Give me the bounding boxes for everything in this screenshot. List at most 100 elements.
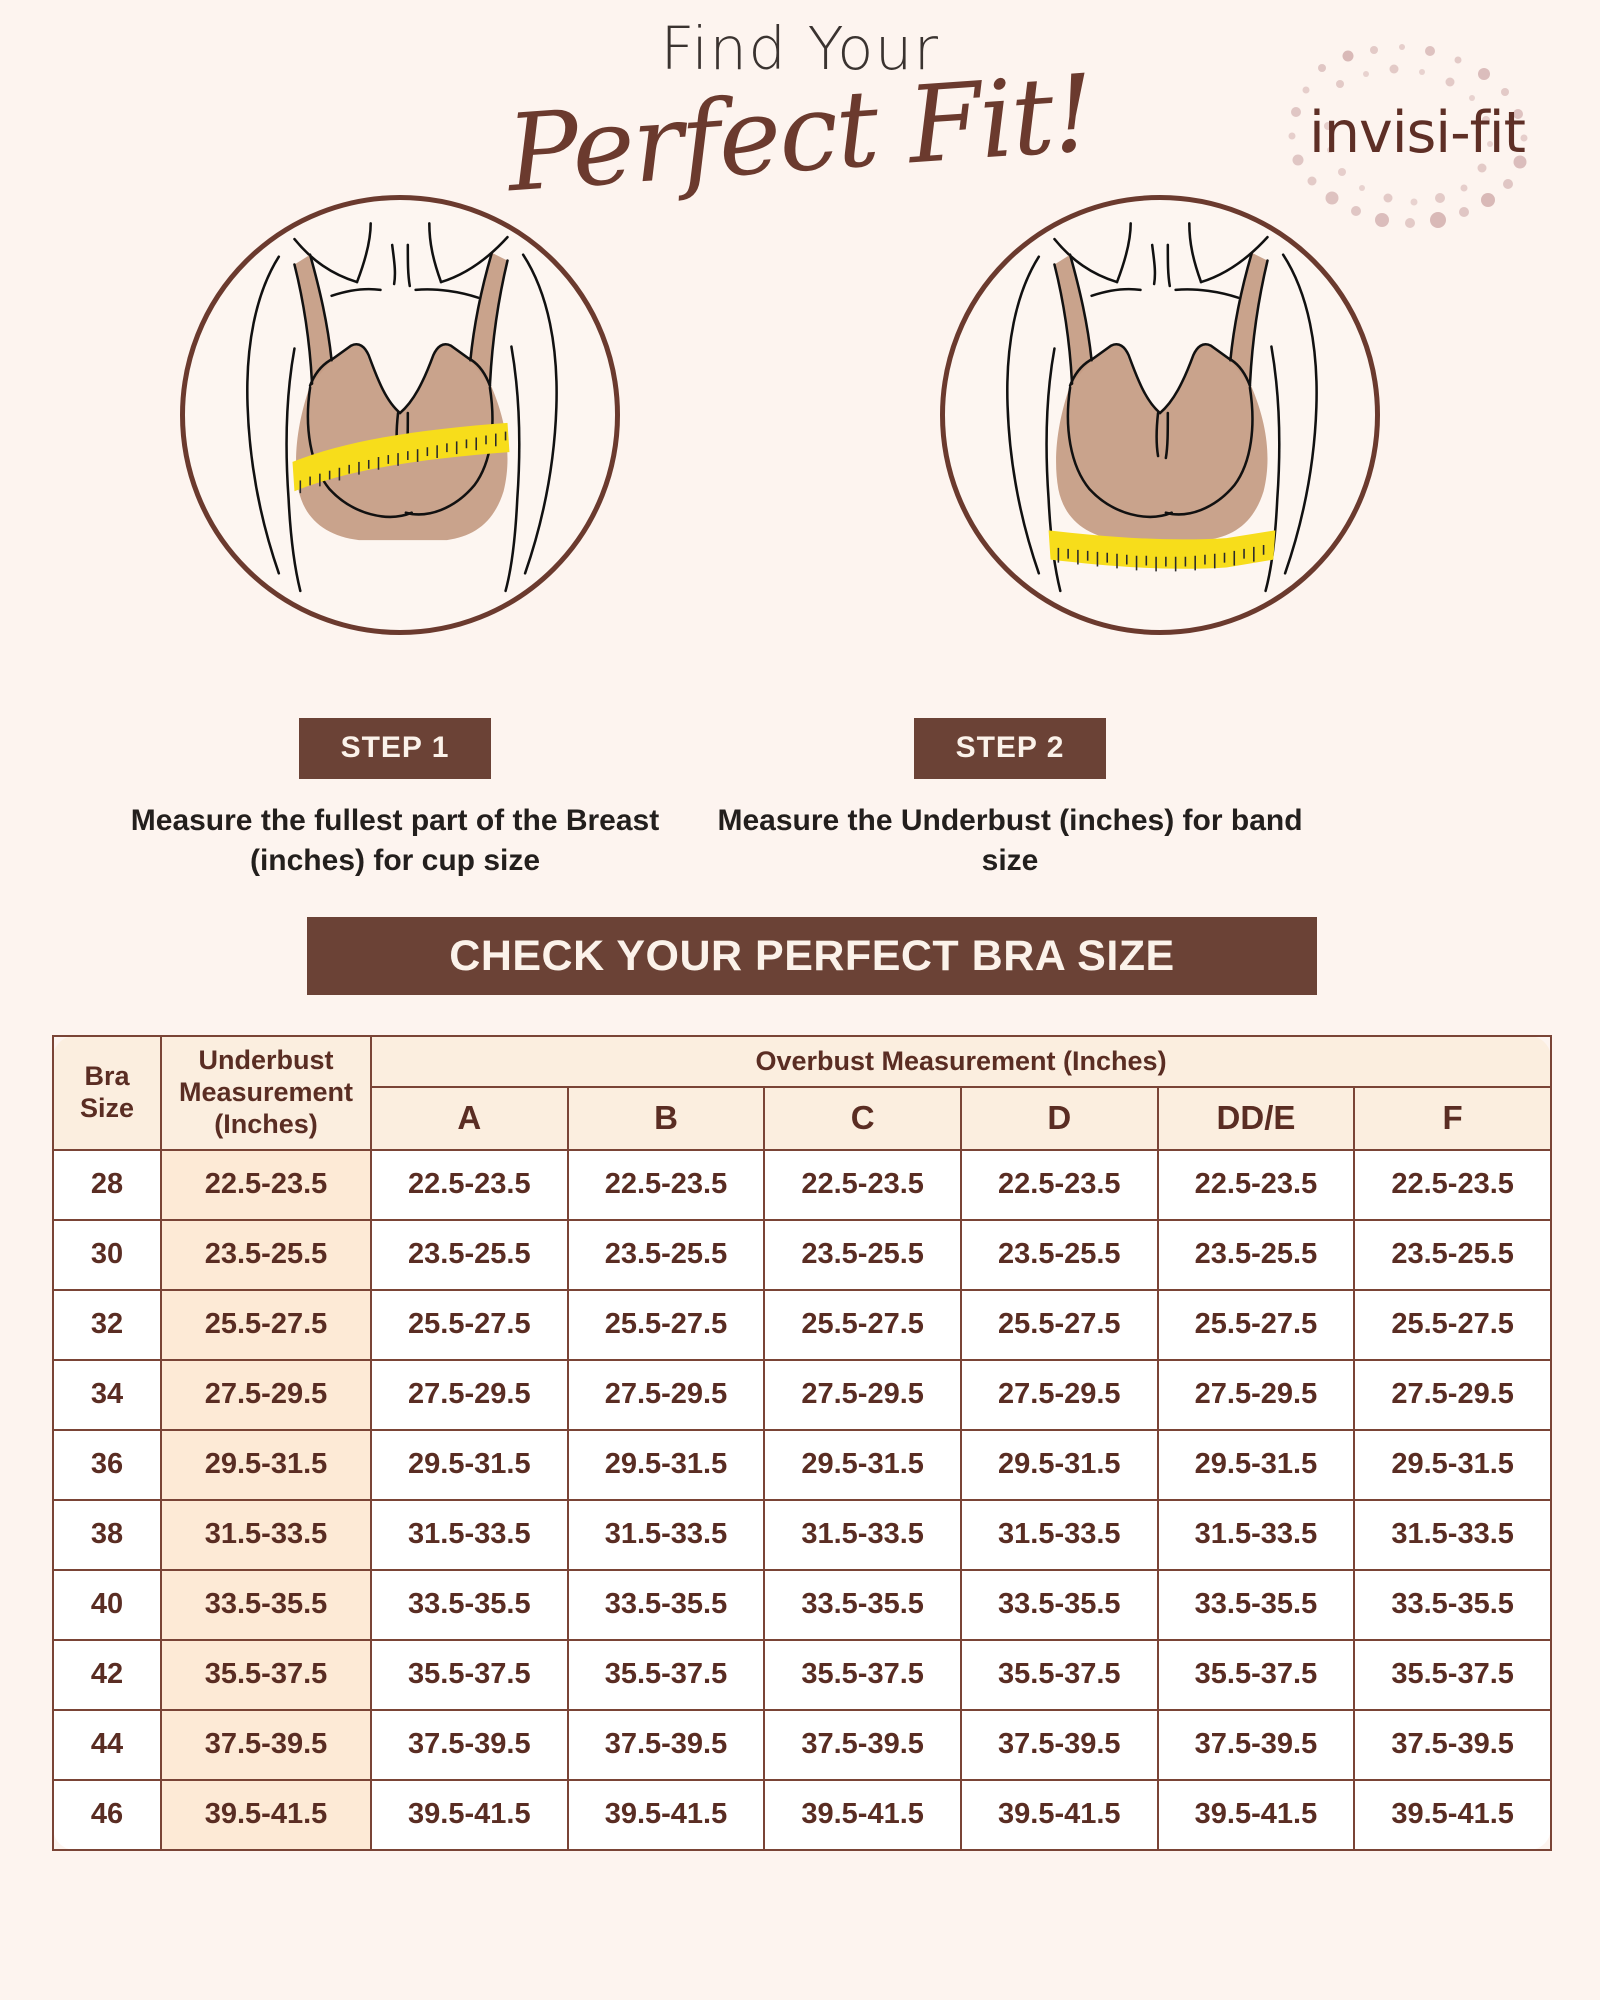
cell-cup-f: 39.5-41.5 <box>1353 1778 1552 1851</box>
cell-cup-f: 27.5-29.5 <box>1353 1358 1552 1431</box>
step-2-badge: STEP 2 <box>913 718 1107 779</box>
cell-underbust: 35.5-37.5 <box>160 1638 372 1711</box>
cell-cup-d: 29.5-31.5 <box>959 1428 1159 1501</box>
cell-cup-dd-e: 39.5-41.5 <box>1156 1778 1356 1851</box>
table-header-row-2: A B C D DD/E F <box>53 1086 1552 1151</box>
cell-cup-a: 25.5-27.5 <box>370 1288 569 1361</box>
cell-cup-d: 33.5-35.5 <box>959 1568 1159 1641</box>
illustration-row <box>0 185 1600 660</box>
cell-cup-c: 33.5-35.5 <box>763 1568 962 1641</box>
cell-underbust: 37.5-39.5 <box>160 1708 372 1781</box>
table-row: 44 37.5-39.5 37.5-39.5 37.5-39.5 37.5-39.5 37… <box>52 1708 1552 1781</box>
cell-cup-f: 29.5-31.5 <box>1353 1428 1552 1501</box>
cell-cup-a: 23.5-25.5 <box>370 1218 569 1291</box>
cell-bra-size: 38 <box>52 1498 162 1571</box>
cell-underbust: 22.5-23.5 <box>160 1148 372 1221</box>
table-row: 40 33.5-35.5 33.5-35.5 33.5-35.5 33.5-35.5 33… <box>52 1568 1552 1641</box>
cell-bra-size: 42 <box>52 1638 162 1711</box>
logo-wordmark: invisi-fit <box>1309 100 1526 166</box>
cell-cup-d: 37.5-39.5 <box>959 1708 1159 1781</box>
cell-cup-dd-e: 33.5-35.5 <box>1156 1568 1356 1641</box>
cell-cup-b: 25.5-27.5 <box>566 1288 766 1361</box>
cell-cup-d: 27.5-29.5 <box>959 1358 1159 1431</box>
measuring-tape-underbust <box>1048 530 1276 572</box>
cell-underbust: 27.5-29.5 <box>160 1358 372 1431</box>
cell-cup-dd-e: 35.5-37.5 <box>1156 1638 1356 1711</box>
table-row: 46 39.5-41.5 39.5-41.5 39.5-41.5 39.5-41.5 39… <box>52 1778 1552 1851</box>
table-row: 36 29.5-31.5 29.5-31.5 29.5-31.5 29.5-31.5 29… <box>52 1428 1552 1501</box>
cell-bra-size: 36 <box>52 1428 162 1501</box>
cell-cup-d: 35.5-37.5 <box>959 1638 1159 1711</box>
cell-cup-b: 37.5-39.5 <box>566 1708 766 1781</box>
step-2-caption: Measure the Underbust (inches) for band … <box>717 804 1303 877</box>
brand-logo: invisi-fit <box>1262 38 1572 228</box>
header-cup-f: F <box>1353 1086 1552 1151</box>
cell-bra-size: 30 <box>52 1218 162 1291</box>
cell-cup-a: 22.5-23.5 <box>370 1148 569 1221</box>
cell-bra-size: 28 <box>52 1148 162 1221</box>
section-banner-text: CHECK YOUR PERFECT BRA SIZE <box>449 931 1175 980</box>
cell-cup-c: 37.5-39.5 <box>763 1708 962 1781</box>
bra-size-table: Bra Size Underbust Measurement (Inches) … <box>52 1034 1552 1851</box>
cell-underbust: 31.5-33.5 <box>160 1498 372 1571</box>
header-cup-d: D <box>959 1086 1159 1151</box>
page-header: Find Your Perfect Fit! <box>0 0 1600 230</box>
cell-cup-a: 35.5-37.5 <box>370 1638 569 1711</box>
cell-cup-b: 27.5-29.5 <box>566 1358 766 1431</box>
cell-cup-f: 25.5-27.5 <box>1353 1288 1552 1361</box>
cell-cup-a: 27.5-29.5 <box>370 1358 569 1431</box>
header-cup-dde: DD/E <box>1156 1086 1356 1151</box>
cell-cup-b: 22.5-23.5 <box>566 1148 766 1221</box>
cell-cup-b: 33.5-35.5 <box>566 1568 766 1641</box>
cell-cup-b: 35.5-37.5 <box>566 1638 766 1711</box>
table-header-row-1: Bra Size Underbust Measurement (Inches) … <box>52 1034 1552 1151</box>
step-2-block: STEP 2 Measure the Underbust (inches) fo… <box>700 718 1320 880</box>
table-row: 28 22.5-23.5 22.5-23.5 22.5-23.5 22.5-23.5 22… <box>52 1148 1552 1221</box>
header-cup-b: B <box>566 1086 766 1151</box>
cell-cup-c: 35.5-37.5 <box>763 1638 962 1711</box>
cell-cup-c: 22.5-23.5 <box>763 1148 962 1221</box>
cell-cup-f: 33.5-35.5 <box>1353 1568 1552 1641</box>
page-title-line1: Find Your <box>660 14 940 83</box>
logo-dot-swirl-icon <box>1288 44 1528 228</box>
header-underbust: Underbust Measurement (Inches) <box>160 1035 372 1151</box>
cell-cup-a: 37.5-39.5 <box>370 1708 569 1781</box>
cell-cup-b: 39.5-41.5 <box>566 1778 766 1851</box>
cell-cup-d: 22.5-23.5 <box>959 1148 1159 1221</box>
cell-cup-dd-e: 37.5-39.5 <box>1156 1708 1356 1781</box>
torso-underbust-illustration <box>1006 222 1318 593</box>
circle-frame-step-1 <box>180 195 620 635</box>
cell-underbust: 25.5-27.5 <box>160 1288 372 1361</box>
header-cup-c: C <box>763 1086 962 1151</box>
cell-cup-a: 29.5-31.5 <box>370 1428 569 1501</box>
header-cup-a: A <box>370 1086 569 1151</box>
cell-cup-c: 31.5-33.5 <box>763 1498 962 1571</box>
cell-cup-c: 23.5-25.5 <box>763 1218 962 1291</box>
bra-size-table-wrapper: Bra Size Underbust Measurement (Inches) … <box>52 1034 1552 1851</box>
table-head: Bra Size Underbust Measurement (Inches) … <box>52 1034 1552 1151</box>
cell-cup-a: 33.5-35.5 <box>370 1568 569 1641</box>
cell-bra-size: 44 <box>52 1708 162 1781</box>
cell-cup-dd-e: 31.5-33.5 <box>1156 1498 1356 1571</box>
cell-cup-b: 31.5-33.5 <box>566 1498 766 1571</box>
cell-cup-dd-e: 22.5-23.5 <box>1156 1148 1356 1221</box>
circle-frame-step-2 <box>940 195 1380 635</box>
cell-cup-f: 23.5-25.5 <box>1353 1218 1552 1291</box>
cell-cup-f: 31.5-33.5 <box>1353 1498 1552 1571</box>
cell-cup-c: 27.5-29.5 <box>763 1358 962 1431</box>
section-banner: CHECK YOUR PERFECT BRA SIZE <box>307 917 1317 995</box>
cell-cup-dd-e: 25.5-27.5 <box>1156 1288 1356 1361</box>
cell-cup-d: 39.5-41.5 <box>959 1778 1159 1851</box>
table-row: 32 25.5-27.5 25.5-27.5 25.5-27.5 25.5-27.5 25… <box>52 1288 1552 1361</box>
step-1-badge: STEP 1 <box>298 718 492 779</box>
cell-cup-b: 29.5-31.5 <box>566 1428 766 1501</box>
cell-cup-dd-e: 23.5-25.5 <box>1156 1218 1356 1291</box>
table-row: 30 23.5-25.5 23.5-25.5 23.5-25.5 23.5-25.5 23… <box>52 1218 1552 1291</box>
header-bra-size: Bra Size <box>52 1035 162 1151</box>
illustration-step-1 <box>180 195 620 635</box>
cell-cup-f: 37.5-39.5 <box>1353 1708 1552 1781</box>
cell-bra-size: 32 <box>52 1288 162 1361</box>
cell-underbust: 33.5-35.5 <box>160 1568 372 1641</box>
cell-cup-dd-e: 27.5-29.5 <box>1156 1358 1356 1431</box>
cell-underbust: 29.5-31.5 <box>160 1428 372 1501</box>
